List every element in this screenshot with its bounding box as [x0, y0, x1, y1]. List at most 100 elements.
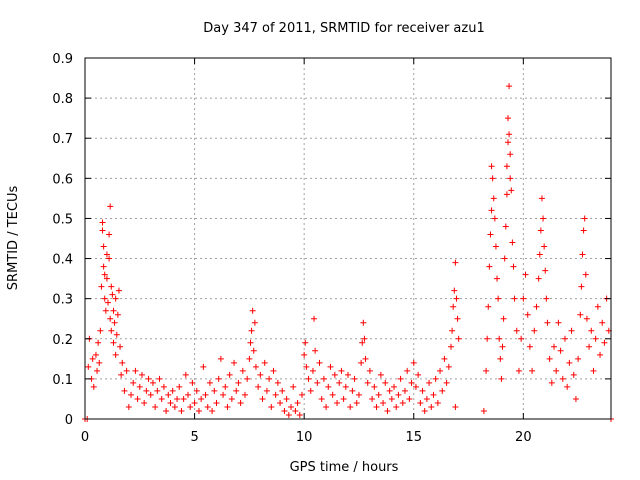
data-point — [581, 215, 588, 222]
data-point — [570, 371, 577, 378]
data-point — [301, 351, 308, 358]
data-point — [100, 243, 107, 250]
data-point — [143, 387, 150, 394]
data-point — [484, 335, 491, 342]
data-point — [107, 315, 114, 322]
data-point — [94, 367, 101, 374]
data-point — [397, 375, 404, 382]
data-point — [202, 391, 209, 398]
data-point — [329, 391, 336, 398]
data-point — [504, 115, 511, 122]
data-point — [347, 403, 354, 410]
data-point — [506, 83, 513, 90]
data-point — [496, 335, 503, 342]
data-point — [217, 355, 224, 362]
data-point — [85, 363, 92, 370]
y-axis-label: SRMTID / TECUs — [6, 186, 21, 291]
data-point — [303, 363, 310, 370]
data-point — [542, 267, 549, 274]
data-point — [353, 399, 360, 406]
data-point — [529, 367, 536, 374]
data-point — [541, 243, 548, 250]
data-point — [599, 319, 606, 326]
data-point — [384, 407, 391, 414]
data-point — [169, 387, 176, 394]
data-point — [578, 283, 585, 290]
data-point — [235, 379, 242, 386]
data-point — [575, 355, 582, 362]
data-point — [345, 371, 351, 378]
data-point — [103, 275, 110, 282]
data-point — [266, 375, 273, 382]
data-point — [102, 307, 109, 314]
data-point — [360, 319, 367, 326]
data-point — [145, 375, 152, 382]
data-point — [452, 259, 459, 266]
data-point — [325, 383, 332, 390]
data-point — [382, 379, 389, 386]
data-point — [535, 275, 542, 282]
data-point — [452, 403, 459, 410]
y-tick-label: 0.2 — [52, 333, 73, 348]
data-point — [152, 403, 159, 410]
data-point — [455, 335, 462, 342]
data-point — [487, 231, 494, 238]
data-point — [302, 339, 309, 346]
data-point — [249, 307, 256, 314]
data-point — [95, 339, 102, 346]
data-point — [257, 371, 264, 378]
data-point — [187, 403, 194, 410]
data-point — [338, 367, 345, 374]
data-point — [419, 387, 426, 394]
data-point — [160, 383, 167, 390]
data-point — [200, 363, 207, 370]
data-point — [437, 367, 444, 374]
data-point — [443, 379, 450, 386]
data-point — [182, 371, 189, 378]
data-point — [538, 195, 545, 202]
data-point — [597, 351, 604, 358]
x-tick-label: 15 — [405, 430, 422, 445]
data-point — [488, 163, 495, 170]
data-point — [185, 391, 192, 398]
data-point — [100, 263, 107, 270]
data-point — [515, 367, 522, 374]
data-point — [334, 399, 341, 406]
data-point — [268, 403, 275, 410]
data-point — [237, 399, 244, 406]
data-point — [579, 251, 586, 258]
data-point — [149, 379, 156, 386]
data-point — [110, 339, 117, 346]
data-point — [279, 387, 286, 394]
data-point — [342, 383, 349, 390]
data-point — [580, 227, 587, 234]
data-point — [509, 239, 516, 246]
data-point — [371, 383, 378, 390]
data-point — [449, 327, 456, 334]
y-tick-label: 0.9 — [52, 52, 73, 67]
data-point — [430, 391, 437, 398]
data-point — [272, 391, 279, 398]
data-point — [111, 319, 118, 326]
data-point — [112, 295, 119, 302]
data-point — [501, 255, 508, 262]
data-point — [498, 375, 505, 382]
data-point — [107, 203, 114, 210]
data-point — [312, 347, 319, 354]
data-point — [434, 399, 441, 406]
data-point — [247, 339, 254, 346]
data-point — [331, 371, 338, 378]
data-point — [134, 395, 141, 402]
data-point — [480, 407, 487, 414]
data-point — [215, 375, 222, 382]
data-point — [138, 371, 145, 378]
data-point — [98, 283, 105, 290]
data-point — [513, 327, 520, 334]
data-point — [500, 315, 507, 322]
data-point — [491, 215, 498, 222]
data-point — [125, 403, 132, 410]
data-point — [502, 223, 509, 230]
data-point — [90, 383, 97, 390]
data-point — [296, 411, 303, 418]
data-point — [252, 363, 259, 370]
